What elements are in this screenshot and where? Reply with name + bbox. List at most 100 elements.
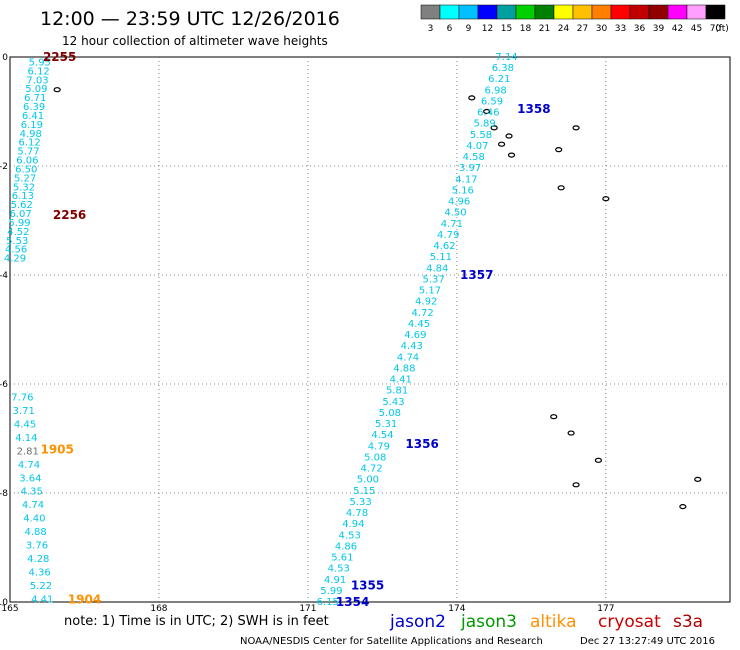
swh-value-label: 4.84 (426, 263, 448, 274)
island-outline (483, 108, 491, 115)
swh-value-label: 4.45 (408, 319, 430, 330)
colorbar-tick-label: 15 (501, 24, 512, 34)
swh-value-label: 6.46 (477, 108, 499, 119)
swh-value-label: 6.15 (317, 597, 339, 608)
swh-value-label: 6.39 (23, 102, 45, 113)
colorbar-swatch (515, 4, 536, 20)
swh-value-label: 5.17 (419, 286, 441, 297)
pass-time-label: 1358 (517, 102, 550, 116)
island-outline (550, 414, 558, 420)
swh-value-label: 5.08 (364, 452, 386, 463)
footer-credit: NOAA/NESDIS Center for Satellite Applica… (240, 636, 543, 647)
colorbar-tick-label: 33 (615, 24, 626, 34)
swh-value-label: 5.08 (379, 408, 401, 419)
x-tick-label: 171 (299, 604, 316, 614)
colorbar-tick-label: 21 (539, 24, 550, 34)
swh-value-label: 5.89 (474, 119, 496, 130)
swh-value-label: 4.96 (448, 197, 470, 208)
colorbar-tick-label: 42 (672, 24, 683, 34)
footer-timestamp: Dec 27 13:27:49 UTC 2016 (580, 636, 715, 647)
swh-value-label: 6.98 (484, 85, 506, 96)
colorbar-tick-label: 6 (447, 24, 453, 34)
colorbar-swatch (534, 4, 555, 20)
island-outline (497, 141, 506, 147)
colorbar-tick-label: 27 (577, 24, 588, 34)
swh-value-label: 5.61 (331, 553, 353, 564)
footer-note: note: 1) Time is in UTC; 2) SWH is in fe… (64, 614, 329, 629)
island-outline (505, 133, 513, 139)
y-tick-label: -10 (0, 598, 8, 608)
swh-value-label: 4.86 (335, 541, 357, 552)
swh-value-label: 4.17 (455, 174, 477, 185)
swh-value-label: 6.13 (12, 191, 34, 202)
colorbar-tick-label: 30 (596, 24, 608, 34)
pass-time-label: 1357 (460, 268, 493, 282)
swh-value-label: 4.71 (441, 219, 463, 230)
swh-value-label: 5.95 (29, 57, 51, 68)
colorbar-tick-label: 70 (710, 24, 722, 34)
island-outline (594, 457, 603, 463)
swh-value-label: 6.07 (9, 209, 31, 220)
swh-value-label: 4.74 (397, 352, 419, 363)
island-outline (679, 504, 687, 510)
colorbar-tick-label: 39 (653, 24, 665, 34)
island-outline (567, 430, 575, 436)
colorbar-swatch (629, 4, 650, 20)
swh-value-label: 4.62 (433, 241, 455, 252)
swh-value-label: 4.54 (371, 430, 393, 441)
colorbar-tick-label: 24 (558, 24, 570, 34)
swh-value-label: 3.97 (459, 163, 481, 174)
swh-value-label: 7.76 (11, 393, 33, 404)
x-tick-label: 168 (150, 604, 167, 614)
y-tick-label: -8 (0, 489, 8, 499)
swh-value-label: 4.53 (339, 530, 361, 541)
colorbar-swatch (667, 4, 688, 20)
swh-value-label: 5.99 (320, 586, 342, 597)
y-tick-label: 0 (2, 53, 8, 63)
island-outline (572, 125, 580, 131)
swh-value-label: 4.79 (437, 230, 459, 241)
y-tick-label: -2 (0, 162, 8, 172)
swh-value-label: 3.64 (19, 473, 41, 484)
island-outline (555, 147, 563, 153)
pass-time-label: 1905 (40, 442, 73, 456)
swh-value-label: 7.03 (26, 75, 48, 86)
swh-value-label: 4.72 (412, 308, 434, 319)
swh-value-label: 5.15 (353, 486, 375, 497)
island-outline (507, 152, 516, 158)
swh-value-label: 4.74 (22, 500, 44, 511)
swh-value-label: 6.12 (19, 138, 41, 149)
y-tick-label: -6 (0, 380, 8, 390)
swh-value-label: 6.19 (21, 120, 43, 131)
swh-value-label: 4.53 (328, 564, 350, 575)
island-outline (468, 95, 476, 101)
satellite-legend: jason2 jason3 altika cryosat s3a (389, 612, 703, 632)
pass-time-label: 1355 (351, 579, 384, 593)
colorbar-swatch (496, 4, 517, 20)
island-outline (602, 196, 610, 202)
colorbar-swatch (439, 4, 460, 20)
swh-value-label: 5.00 (357, 475, 379, 486)
swh-value-label: 5.11 (430, 252, 452, 263)
swh-value-label: 5.31 (375, 419, 397, 430)
swh-value-label: 4.36 (28, 567, 50, 578)
swh-value-label: 4.79 (368, 441, 390, 452)
swh-value-label: 4.40 (23, 514, 45, 525)
colorbar-swatch (610, 4, 631, 20)
swh-value-label: 4.91 (324, 575, 346, 586)
island-outline (694, 476, 702, 482)
colorbar-tick-label: 3 (428, 24, 434, 34)
swh-value-label: 3.76 (26, 541, 48, 552)
swh-value-label: 4.45 (14, 420, 36, 431)
colorbar-tick-label: 9 (466, 24, 472, 34)
pass-time-label: 1354 (336, 595, 369, 609)
chart-subtitle: 12 hour collection of altimeter wave hei… (62, 34, 328, 48)
swh-value-label: 5.33 (349, 497, 371, 508)
swh-value-label: 4.98 (20, 129, 42, 140)
swh-value-label: 5.43 (382, 397, 404, 408)
swh-value-label: 5.58 (470, 130, 492, 141)
island-outline (490, 125, 498, 131)
swh-value-label: 3.71 (13, 406, 35, 417)
swh-value-label: 4.43 (401, 341, 423, 352)
swh-value-label: 5.22 (30, 581, 52, 592)
